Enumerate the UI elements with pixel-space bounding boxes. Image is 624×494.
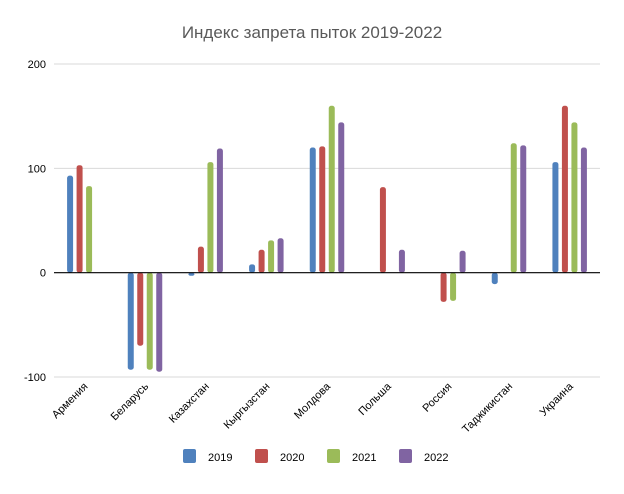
gridlines bbox=[54, 63, 600, 378]
bar bbox=[156, 272, 163, 372]
legend-label: 2021 bbox=[352, 452, 376, 464]
bar bbox=[207, 162, 214, 273]
bar bbox=[459, 250, 466, 273]
bar bbox=[328, 105, 335, 273]
bar bbox=[571, 122, 578, 273]
bar bbox=[450, 272, 457, 301]
bar bbox=[338, 122, 345, 273]
legend-swatch bbox=[399, 449, 412, 463]
legend-swatch bbox=[183, 449, 196, 463]
x-tick-label: Беларусь bbox=[109, 380, 152, 423]
x-tick-label: Молдова bbox=[292, 380, 334, 422]
bar bbox=[379, 187, 386, 273]
bar bbox=[188, 272, 195, 276]
bar bbox=[67, 175, 74, 273]
bar bbox=[309, 147, 316, 273]
x-tick-label: Кыргызстан bbox=[222, 381, 273, 432]
y-tick-label: 100 bbox=[28, 163, 46, 175]
bar bbox=[398, 249, 405, 273]
x-tick-label: Таджикистан bbox=[460, 381, 515, 436]
bar bbox=[580, 147, 587, 273]
bar bbox=[258, 249, 265, 273]
bar bbox=[76, 165, 83, 273]
y-axis: -100 0 100 200 bbox=[24, 59, 46, 384]
bar bbox=[249, 264, 256, 273]
bar bbox=[520, 145, 527, 273]
y-tick-label: 200 bbox=[28, 59, 46, 71]
x-tick-label: Украина bbox=[538, 380, 577, 419]
bar bbox=[268, 240, 275, 273]
x-tick-label: Россия bbox=[420, 381, 454, 415]
legend: 2019 2020 2021 2022 bbox=[183, 449, 448, 464]
bar bbox=[491, 272, 498, 285]
bar bbox=[552, 162, 559, 273]
bar bbox=[510, 143, 517, 273]
legend-swatch bbox=[255, 449, 268, 463]
y-tick-label: 0 bbox=[40, 268, 46, 280]
bar bbox=[277, 238, 284, 273]
bar bbox=[137, 272, 144, 346]
legend-label: 2022 bbox=[424, 452, 448, 464]
bar bbox=[561, 105, 568, 273]
bars bbox=[67, 105, 587, 372]
bar bbox=[146, 272, 153, 370]
legend-label: 2020 bbox=[280, 452, 304, 464]
x-tick-label: Армения bbox=[50, 381, 91, 422]
bar bbox=[216, 148, 223, 273]
legend-swatch bbox=[327, 449, 340, 463]
bar bbox=[440, 272, 447, 302]
x-tick-label: Казахстан bbox=[167, 381, 212, 426]
y-tick-label: -100 bbox=[24, 372, 46, 384]
bar bbox=[86, 186, 93, 273]
bar bbox=[319, 146, 326, 273]
bar bbox=[127, 272, 134, 370]
legend-label: 2019 bbox=[208, 452, 232, 464]
bar bbox=[197, 246, 204, 273]
x-tick-label: Польша bbox=[356, 380, 394, 418]
chart-title: Индекс запрета пыток 2019-2022 bbox=[182, 23, 442, 42]
